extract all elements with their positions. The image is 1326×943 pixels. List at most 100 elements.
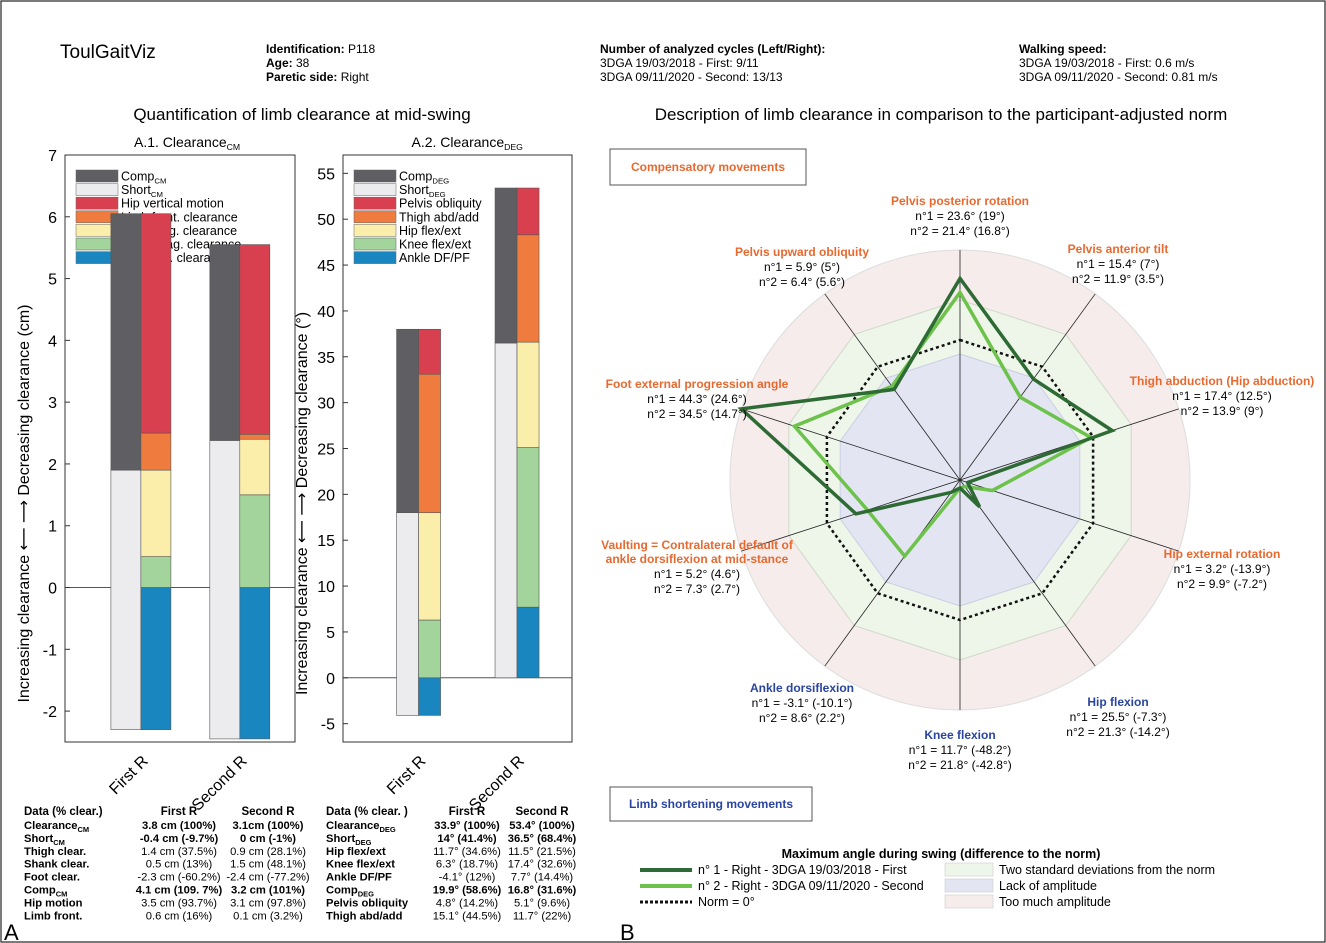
table-cell-second: 36.5° (68.4%) bbox=[508, 833, 577, 845]
bar-segment bbox=[239, 494, 271, 588]
legend-zone-swatch bbox=[944, 878, 994, 893]
legend-label-sub: CM bbox=[154, 177, 166, 186]
table-cell-second: 11.7° (22%) bbox=[513, 910, 572, 922]
table-cell-first: 3.8 cm (100%) bbox=[142, 820, 216, 832]
table-cell-first: 19.9° (58.6%) bbox=[433, 885, 502, 897]
legend-label-main: Knee flex/ext bbox=[399, 238, 472, 252]
radar-axis-name: Knee flexion bbox=[924, 728, 995, 742]
bar-segment-short bbox=[110, 469, 142, 730]
bar-segment bbox=[516, 187, 540, 236]
bar-segment bbox=[140, 469, 172, 557]
table-cell-second: 3.1cm (100%) bbox=[233, 820, 304, 832]
radar-axis-value-2: n°2 = 21.3° (-14.2°) bbox=[1066, 725, 1169, 739]
radar-axis bbox=[959, 293, 1096, 481]
data-tables: Data (% clear.) First R Second RClearanceC… bbox=[24, 806, 577, 922]
legend-zone-swatch bbox=[944, 894, 994, 909]
table-row-label-sub: CM bbox=[53, 838, 65, 847]
radar-axis-name: Vaulting = Contralateral default of bbox=[601, 538, 794, 552]
panel-b-title: Description of limb clearance in compari… bbox=[655, 105, 1228, 124]
panel-a-letter: A bbox=[4, 920, 19, 943]
legend-label: CompDEG bbox=[399, 170, 449, 186]
table-row-label-main: Shank clear. bbox=[24, 859, 89, 871]
legend-label: ShortCM bbox=[121, 183, 163, 199]
table-row-label-main: Short bbox=[24, 833, 53, 845]
y-tick-label: 30 bbox=[317, 396, 335, 413]
table-row-label-main: Pelvis obliquity bbox=[326, 897, 409, 909]
compensatory-label: Compensatory movements bbox=[631, 160, 785, 174]
y-tick-label: 5 bbox=[48, 272, 57, 289]
radar-axis-value-1: n°1 = 15.4° (7°) bbox=[1077, 257, 1160, 271]
radar-axis-value-2: n°2 = 21.8° (-42.8°) bbox=[908, 758, 1011, 772]
legend-swatch bbox=[75, 196, 119, 210]
table-row-label: ShortDEG bbox=[326, 833, 372, 847]
bar-segment bbox=[140, 432, 172, 471]
legend-swatch bbox=[75, 183, 119, 196]
y-tick-label: -2 bbox=[43, 704, 57, 721]
table-cell-second: 0.9 cm (28.1%) bbox=[230, 846, 306, 858]
table-header-col1: First R bbox=[161, 806, 198, 818]
table-cell-first: 0.6 cm (16%) bbox=[146, 910, 213, 922]
y-tick-label: 55 bbox=[317, 166, 335, 183]
legend-label-main: Comp bbox=[399, 170, 432, 184]
radar-axis bbox=[959, 479, 1179, 552]
legend-label: Pelvis obliquity bbox=[399, 197, 482, 211]
table-row-label-main: Comp bbox=[24, 885, 56, 897]
legend-label-sub: CM bbox=[151, 190, 163, 199]
legend-label: Knee flex/ext bbox=[399, 238, 472, 252]
table-cell-first: 1.4 cm (37.5%) bbox=[141, 846, 217, 858]
table-row-label-main: Thigh clear. bbox=[24, 846, 86, 858]
legend-swatch bbox=[75, 169, 119, 183]
bar-segment bbox=[140, 213, 172, 434]
bar-segment bbox=[516, 447, 540, 608]
legend-label: CompCM bbox=[121, 170, 166, 186]
bar-segment-comp bbox=[110, 213, 142, 471]
bar-segment bbox=[418, 677, 441, 716]
table-row-label: Knee flex/ext bbox=[326, 859, 395, 871]
bar-segment-comp bbox=[396, 328, 419, 514]
table-row-label-main: Clearance bbox=[24, 820, 78, 832]
table-cell-first: 6.3° (18.7%) bbox=[436, 859, 499, 871]
bar-segment-comp bbox=[494, 187, 518, 344]
bar-segment bbox=[418, 373, 441, 514]
radar-axis bbox=[824, 479, 961, 667]
y-tick-label: 35 bbox=[317, 350, 335, 367]
series-1-polygon bbox=[737, 275, 1117, 516]
table-row-label-sub: CM bbox=[78, 825, 90, 834]
radar-axis-name: Foot external progression angle bbox=[606, 377, 789, 391]
radar-axis-value-2: n°2 = 7.3° (2.7°) bbox=[654, 582, 740, 596]
table-cell-second: 16.8° (31.6%) bbox=[508, 885, 577, 897]
age-line: Age: 38 bbox=[266, 56, 310, 70]
shortening-label: Limb shortening movements bbox=[629, 797, 793, 811]
table-cell-first: -0.4 cm (-9.7%) bbox=[140, 833, 219, 845]
radar-axis-name: Hip external rotation bbox=[1164, 547, 1281, 561]
bar-segment bbox=[418, 619, 441, 679]
radar-axis-value-2: n°2 = 9.9° (-7.2°) bbox=[1177, 577, 1267, 591]
legend-series-label: Norm = 0° bbox=[698, 895, 755, 909]
table-row-label: Ankle DF/PF bbox=[326, 872, 392, 884]
y-tick-label: 50 bbox=[317, 212, 335, 229]
speed-line-2: 3DGA 09/11/2020 - Second: 0.81 m/s bbox=[1019, 70, 1218, 84]
bar-segment-short bbox=[494, 342, 518, 679]
table-row-label-sub: DEG bbox=[355, 838, 371, 847]
radar-axis-value-1: n°1 = 25.5° (-7.3°) bbox=[1070, 710, 1167, 724]
table-row-label-main: Short bbox=[326, 833, 355, 845]
y-tick-label: 10 bbox=[317, 579, 335, 596]
legend-series-label: n° 1 - Right - 3DGA 19/03/2018 - First bbox=[698, 863, 907, 877]
legend-label: Ankle DF/PF bbox=[399, 251, 470, 265]
y-tick-label: 6 bbox=[48, 210, 57, 227]
radar-axis-value-2: n°2 = 8.6° (2.2°) bbox=[759, 711, 845, 725]
table-header-label: Data (% clear. ) bbox=[326, 806, 408, 818]
y-tick-label: 1 bbox=[48, 519, 57, 536]
legend-swatch bbox=[353, 237, 397, 251]
table-cell-second: 11.5° (21.5%) bbox=[508, 846, 576, 858]
cycles-line-1: 3DGA 19/03/2018 - First: 9/11 bbox=[600, 56, 759, 70]
table-cell-first: 0.5 cm (13%) bbox=[146, 859, 213, 871]
radar-axis-value-1: n°1 = 44.3° (24.6°) bbox=[647, 392, 746, 406]
table-row-label: CompDEG bbox=[326, 885, 374, 899]
table-header-col2: Second R bbox=[515, 806, 569, 818]
legend-label-main: Hip vertical motion bbox=[121, 197, 224, 211]
legend-label-sub: DEG bbox=[432, 177, 449, 186]
legend-label-main: Short bbox=[399, 183, 429, 197]
y-tick-label: 4 bbox=[48, 333, 57, 350]
bar-segment-short bbox=[396, 512, 419, 716]
